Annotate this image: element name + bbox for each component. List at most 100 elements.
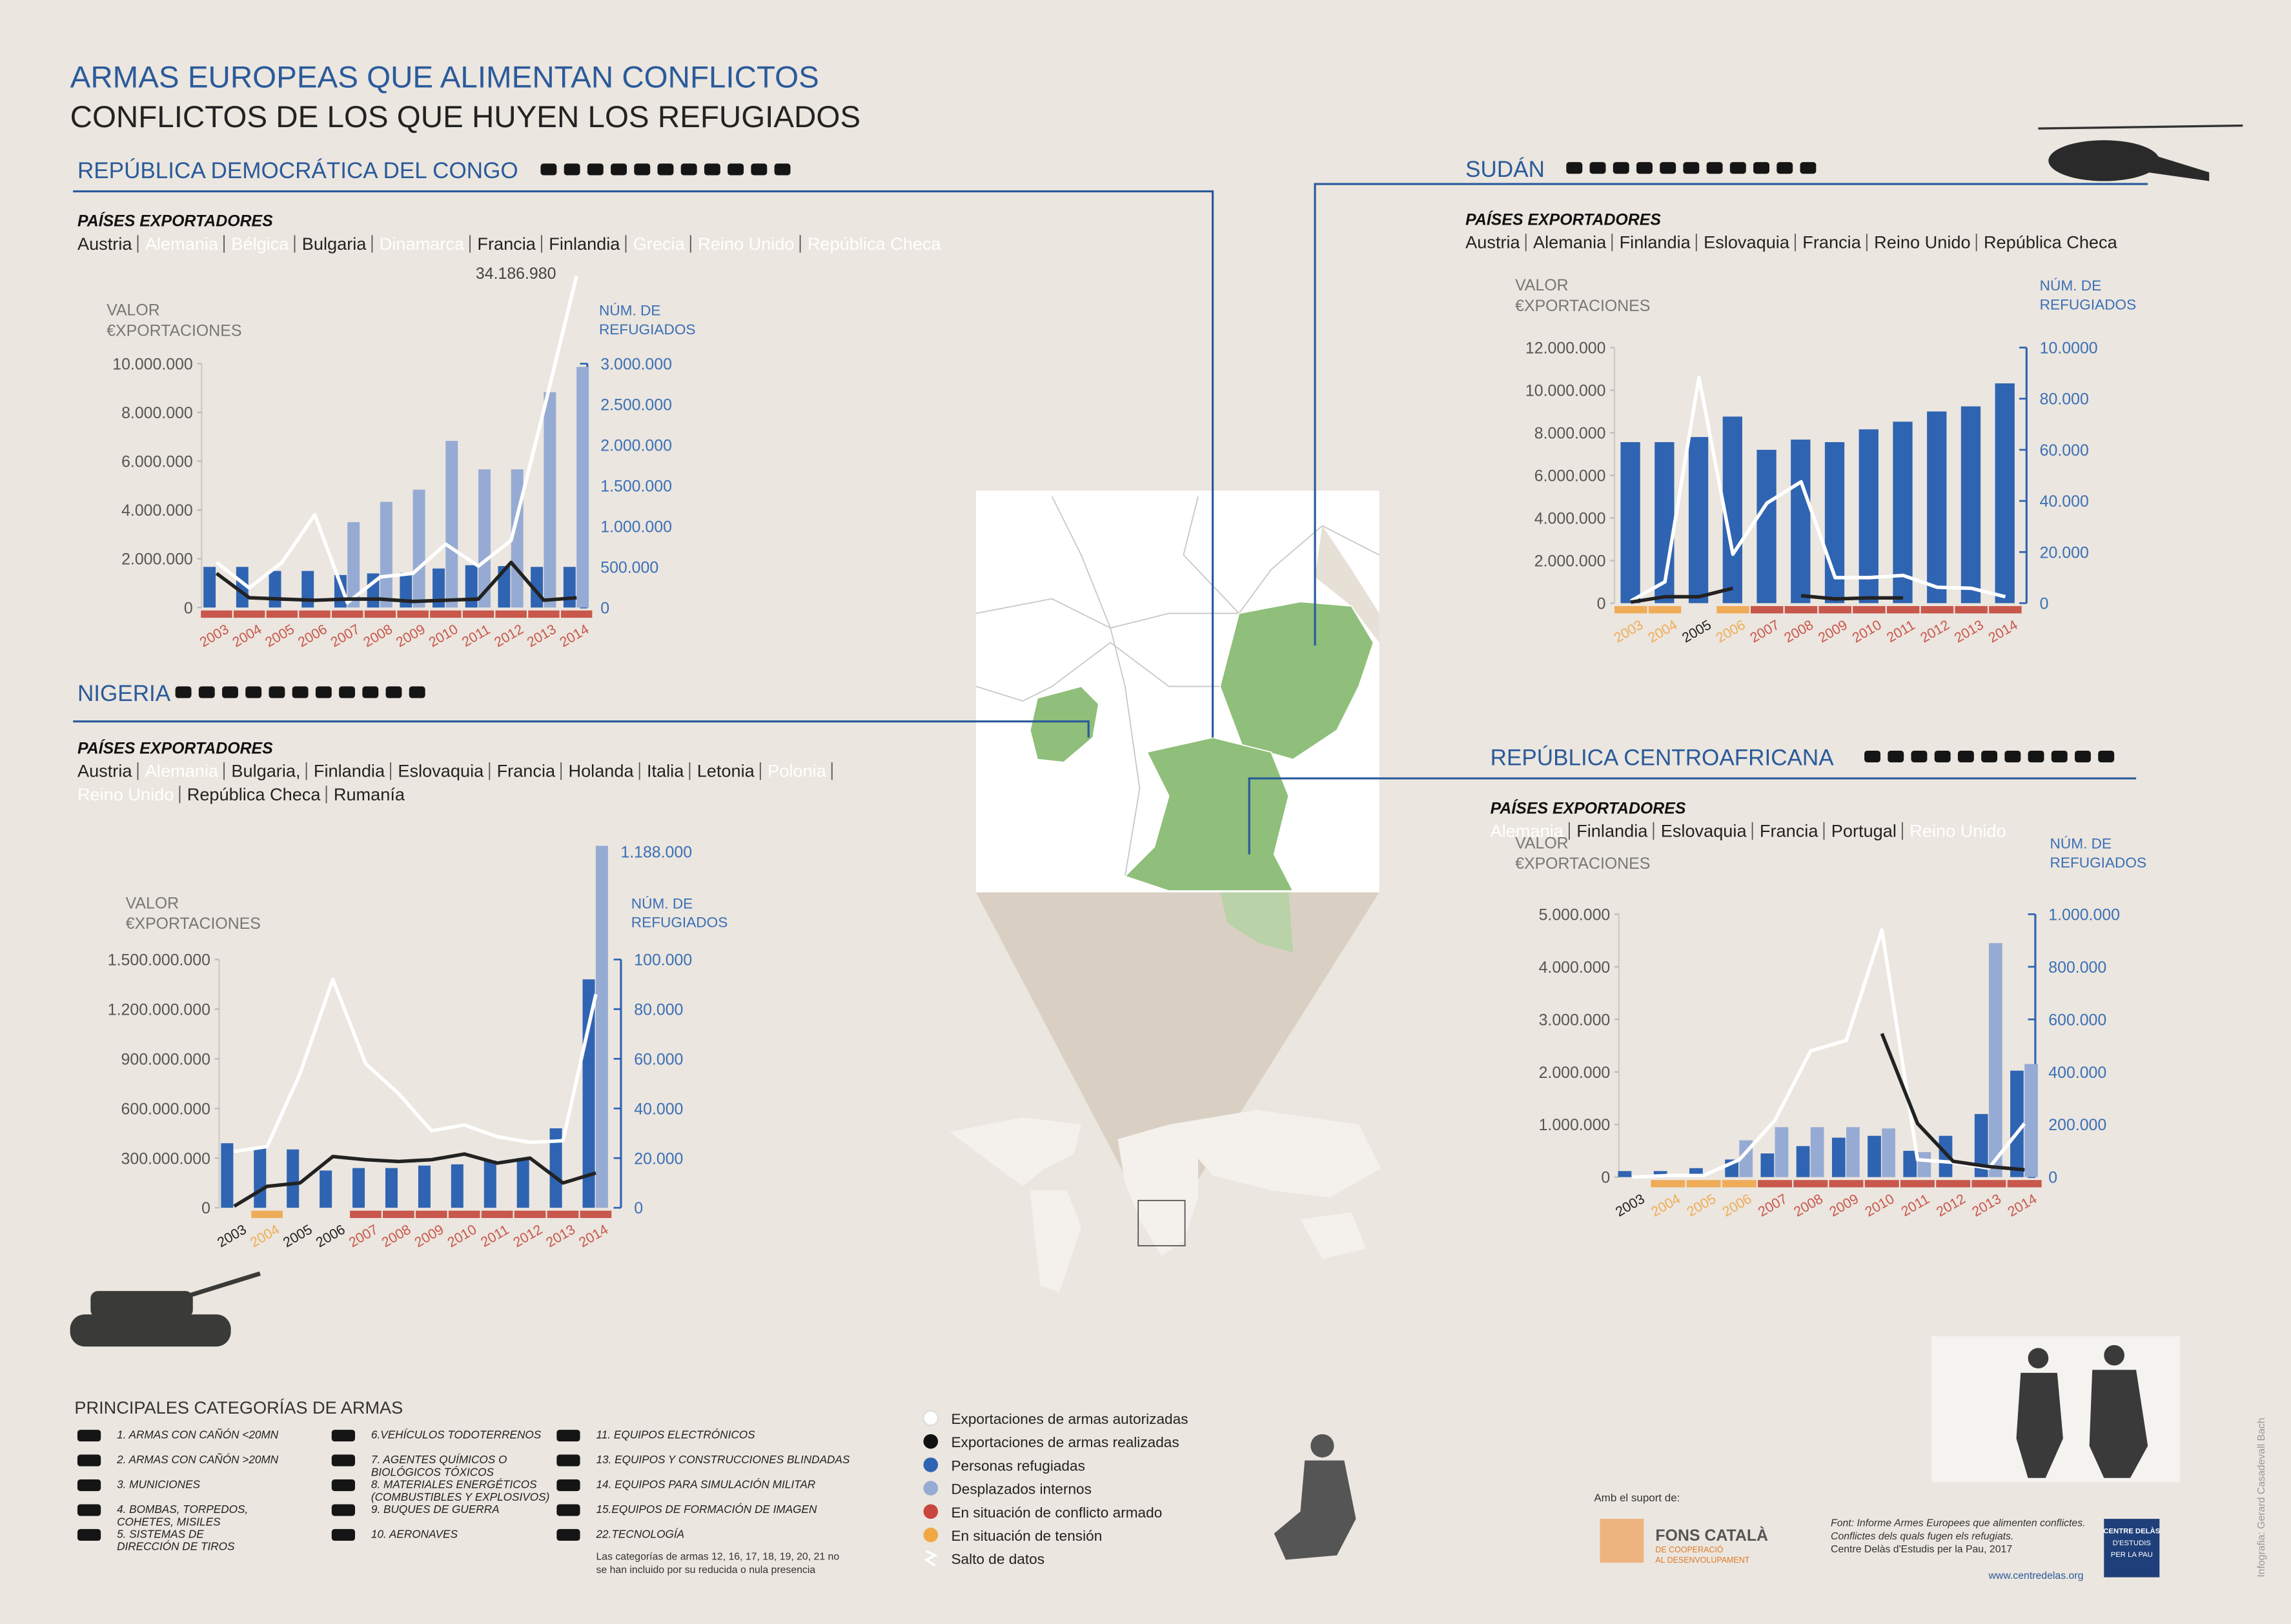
logo bbox=[2104, 1519, 2160, 1578]
y-tick-label: 0 bbox=[201, 1199, 210, 1217]
credits: Amb el suport de: FONS CATALÀ DE COOPERA… bbox=[1594, 1417, 2267, 1581]
weapon-icon bbox=[2051, 750, 2068, 763]
y2-axis-label: NÚM. DE bbox=[2050, 836, 2112, 852]
bar bbox=[287, 1149, 300, 1208]
exporter: Austria bbox=[1465, 232, 1520, 252]
weapon-icon bbox=[1888, 750, 1904, 763]
source: Centre Delàs d'Estudis per la Pau, 2017 bbox=[1831, 1544, 2012, 1555]
status-strip bbox=[201, 610, 232, 618]
weapon-icon bbox=[331, 1504, 356, 1516]
hull bbox=[2048, 140, 2160, 181]
status-strip bbox=[1651, 1180, 1685, 1188]
y-tick-label: 4.000.000 bbox=[1539, 959, 1611, 977]
weapon-icon bbox=[222, 686, 238, 698]
exporters-label: PAÍSES EXPORTADORES bbox=[77, 212, 273, 230]
chart: NIGERIA PAÍSES EXPORTADORES Austria Alemani… bbox=[77, 681, 833, 1250]
head bbox=[2104, 1345, 2124, 1366]
y2-tick-label: 80.000 bbox=[2040, 391, 2089, 409]
weapon-icon bbox=[2028, 750, 2044, 763]
exporter: Alemania bbox=[145, 761, 219, 781]
head bbox=[2028, 1348, 2049, 1369]
status-strip bbox=[1864, 1180, 1899, 1188]
logo-text: D'ESTUDIS bbox=[2113, 1539, 2152, 1547]
weapon-icon bbox=[339, 686, 356, 698]
y-tick-label: 0 bbox=[1601, 1169, 1610, 1187]
y2-tick-label: 1.000.000 bbox=[2048, 906, 2120, 924]
weapon-category: 4. BOMBAS, TORPEDOS, bbox=[117, 1503, 248, 1516]
exporter: Austria bbox=[77, 234, 132, 254]
y2-tick-label: 600.000 bbox=[2048, 1011, 2106, 1029]
weapon-category: 7. AGENTES QUÍMICOS O bbox=[371, 1453, 507, 1466]
line bbox=[215, 560, 577, 604]
weapon-icon bbox=[657, 163, 674, 176]
y-tick-label: 3.000.000 bbox=[1539, 1011, 1611, 1029]
fons-logo bbox=[1600, 1519, 1644, 1563]
weapon-category: 1. ARMAS CON CAÑÓN <20MN bbox=[117, 1428, 279, 1441]
exporter: República Checa bbox=[1984, 232, 2118, 252]
bar bbox=[451, 1164, 463, 1208]
region-south bbox=[1219, 892, 1294, 953]
y2-axis-label: REFUGIADOS bbox=[2040, 297, 2137, 313]
y2-tick-label: 400.000 bbox=[2048, 1064, 2106, 1082]
chart: SUDÁN PAÍSES EXPORTADORES Austria Alemania F… bbox=[1465, 157, 2136, 646]
exporter: Reino Unido bbox=[1909, 820, 2006, 840]
y-axis-label: €XPORTACIONES bbox=[1515, 855, 1650, 873]
status-strip bbox=[397, 610, 429, 618]
tail bbox=[2148, 153, 2210, 181]
y2-tick-label: 800.000 bbox=[2048, 959, 2106, 977]
bar bbox=[1620, 442, 1640, 604]
y2-axis-label: NÚM. DE bbox=[2040, 278, 2101, 294]
weapon-icon bbox=[634, 163, 651, 176]
bar bbox=[1927, 411, 1947, 604]
weapon-icon bbox=[1864, 750, 1880, 763]
y-axis-label: €XPORTACIONES bbox=[126, 915, 261, 933]
status-strip bbox=[514, 1210, 546, 1218]
weapons-note: Las categorías de armas 12, 16, 17, 18, … bbox=[596, 1551, 839, 1562]
border bbox=[975, 642, 1220, 702]
y-tick-label: 2.000.000 bbox=[121, 551, 193, 569]
main-subtitle: CONFLICTOS DE LOS QUE HUYEN LOS REFUGIAD… bbox=[70, 100, 860, 134]
status-strip bbox=[1686, 1180, 1721, 1188]
weapon-icon bbox=[587, 163, 604, 176]
legend-label: Exportaciones de armas realizadas bbox=[951, 1434, 1179, 1450]
line bbox=[1880, 1033, 2025, 1172]
weapon-icon bbox=[77, 1528, 101, 1541]
weapon-icon bbox=[1957, 750, 1974, 763]
person bbox=[2089, 1370, 2148, 1478]
bar bbox=[576, 367, 589, 608]
exporter: Austria bbox=[77, 761, 132, 781]
weapon-icon bbox=[175, 686, 192, 698]
bar bbox=[1831, 1137, 1846, 1177]
weapon-icon bbox=[564, 163, 580, 176]
weapon-icon bbox=[728, 163, 744, 176]
status-strip bbox=[560, 610, 593, 618]
bar bbox=[1653, 1171, 1667, 1177]
weapon-icon bbox=[269, 686, 285, 698]
y2-tick-label: 200.000 bbox=[2048, 1116, 2106, 1134]
y-axis-label: VALOR bbox=[126, 894, 179, 912]
weapon-icon bbox=[1981, 750, 1998, 763]
status-strip bbox=[233, 610, 265, 618]
weapon-icon bbox=[1566, 162, 1583, 174]
exporter: República Checa bbox=[808, 234, 942, 254]
weapon-category: 9. BUQUES DE GUERRA bbox=[371, 1503, 500, 1516]
y2-tick-label: 60.000 bbox=[634, 1050, 683, 1068]
bar bbox=[1756, 449, 1777, 604]
bar bbox=[595, 846, 608, 1208]
weapon-icon bbox=[556, 1528, 580, 1541]
weapon-icon bbox=[2004, 750, 2021, 763]
weapon-icon bbox=[1729, 162, 1746, 174]
status-strip bbox=[1955, 605, 1988, 614]
status-strip bbox=[1648, 605, 1682, 614]
bar bbox=[1995, 383, 2015, 604]
fons-line: AL DESENVOLUPAMENT bbox=[1655, 1556, 1749, 1565]
bar bbox=[1796, 1146, 1810, 1177]
y-tick-label: 300.000.000 bbox=[121, 1150, 210, 1168]
weapon-category: 2. ARMAS CON CAÑÓN >20MN bbox=[116, 1453, 279, 1466]
y2-tick-label: 0 bbox=[2048, 1169, 2057, 1187]
y2-tick-label: 60.000 bbox=[2040, 442, 2089, 460]
exporters-label: PAÍSES EXPORTADORES bbox=[1491, 798, 1686, 817]
status-strip bbox=[1886, 605, 1920, 614]
weapons-note: se han incluido por su reducida o nula p… bbox=[596, 1565, 815, 1576]
